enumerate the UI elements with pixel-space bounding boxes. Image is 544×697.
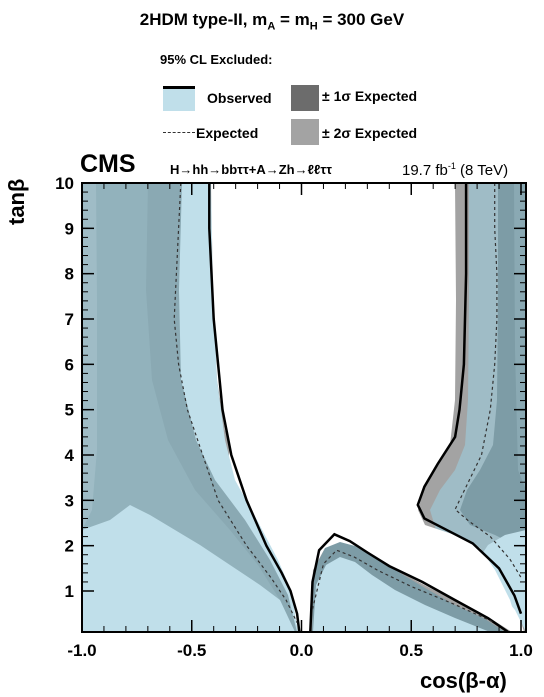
y-tick-label: 1 [65,582,74,601]
y-tick-label: 2 [65,537,74,556]
y-tick-label: 7 [65,310,74,329]
left-low-observed [82,505,295,632]
right-low-observed [478,530,526,632]
allowed-region [211,183,520,632]
expected-line-middle [311,549,495,624]
expected-median-lines [173,183,522,624]
x-tick-label: 0.0 [290,641,314,660]
observed-line-middle [309,532,509,632]
experiment-label: CMS [80,150,136,178]
y-axis-ticks: 1 2 3 4 5 6 7 8 9 10 [55,174,526,601]
y-tick-label: 9 [65,219,74,238]
legend-swatch-two-sigma [291,119,319,145]
legend-label-expected: Expected [196,125,259,141]
y-tick-label: 8 [65,265,74,284]
middle-observed-region [313,557,490,632]
right-outer-band [514,183,526,632]
legend-label-observed: Observed [207,90,272,106]
right-one-sigma-band [460,183,526,632]
left-observed-inner [82,183,97,632]
y-tick-label: 5 [65,401,74,420]
x-tick-label: 1.0 [509,641,533,660]
legend-swatch-observed [163,86,195,111]
x-tick-label: 0.5 [399,641,423,660]
x-axis-title: cos(β-α) [420,668,507,693]
legend-heading: 95% CL Excluded: [160,52,273,67]
y-tick-label: 3 [65,491,74,510]
process-label: H→hh→bbττ+A→Zh→ℓℓττ [170,162,332,177]
y-tick-label: 6 [65,355,74,374]
observed-line-right [416,183,523,615]
x-tick-label: -1.0 [67,641,96,660]
legend-swatch-one-sigma [291,85,319,111]
chart-title: 2HDM type-II, mA = mH = 300 GeV [139,10,405,33]
observed-line-left [208,183,301,632]
plot-frame [81,182,527,633]
legend-label-one-sigma: ± 1σ Expected [322,88,418,104]
x-tick-label: -0.5 [177,641,206,660]
y-tick-label: 4 [65,446,75,465]
legend-swatch-expected [163,132,195,133]
observed-boundary-lines [208,183,523,632]
legend-label-two-sigma: ± 2σ Expected [322,125,418,141]
y-axis-title: tanβ [4,178,29,225]
excluded-regions [82,183,526,632]
expected-line-right [454,183,522,578]
x-axis-ticks: -1.0 -0.5 0.0 0.5 1.0 [67,183,533,660]
luminosity-label: 19.7 fb-1 (8 TeV) [402,161,509,179]
y-tick-label: 10 [55,174,74,193]
expected-line-left [173,183,298,623]
